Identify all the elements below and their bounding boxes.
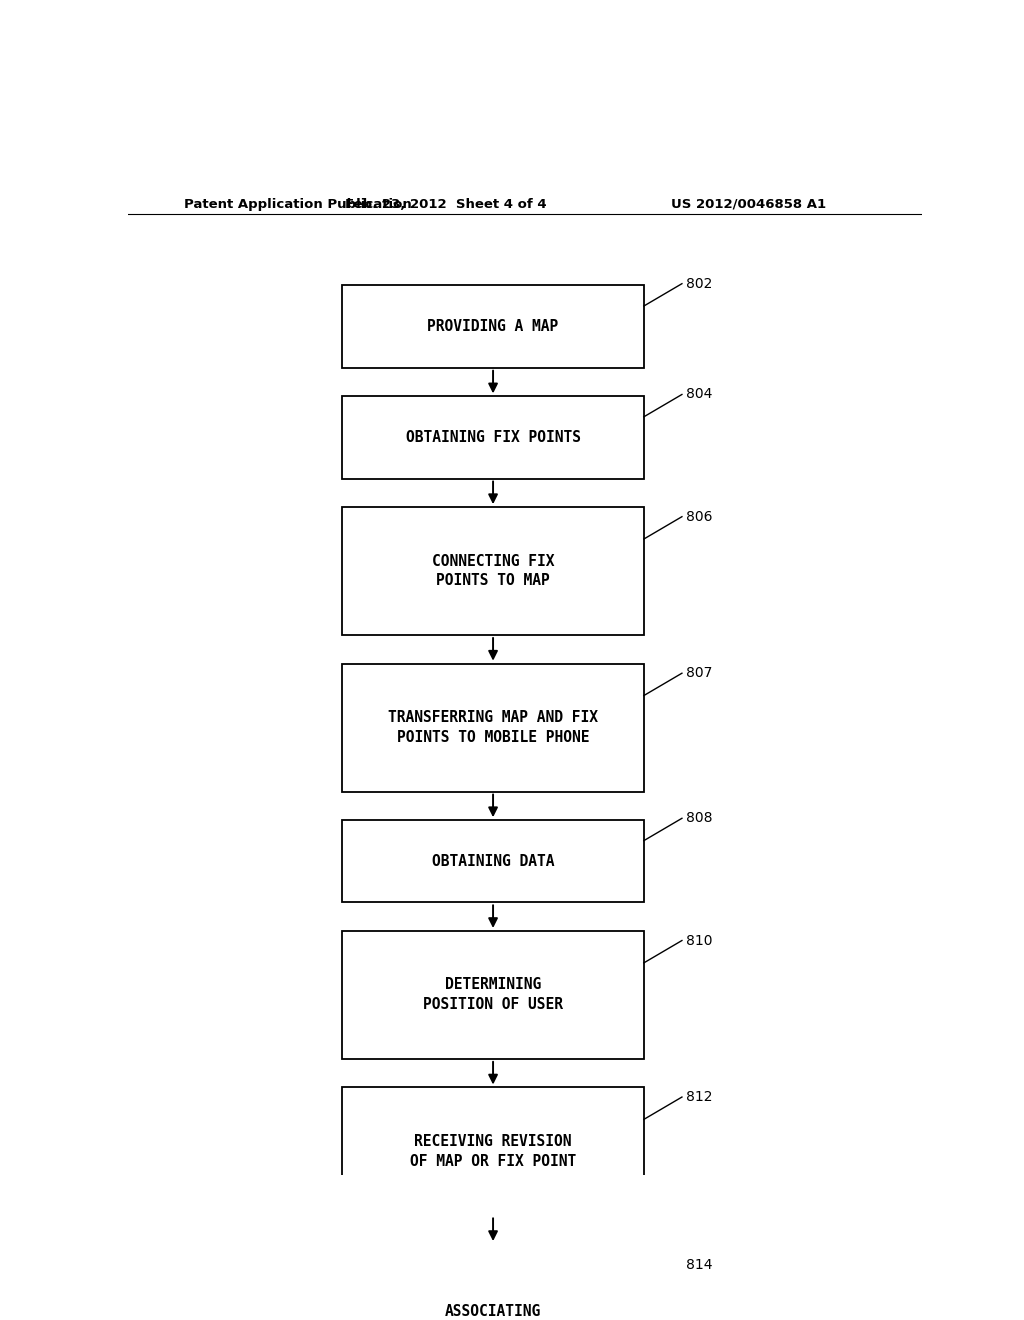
Text: 804: 804 <box>686 388 713 401</box>
Bar <box>342 1243 644 1320</box>
Text: TRANSFERRING MAP AND FIX
POINTS TO MOBILE PHONE: TRANSFERRING MAP AND FIX POINTS TO MOBIL… <box>388 710 598 744</box>
Text: 807: 807 <box>686 667 713 680</box>
Text: CONNECTING FIX
POINTS TO MAP: CONNECTING FIX POINTS TO MAP <box>432 553 554 589</box>
Bar <box>342 664 644 792</box>
Bar <box>342 507 644 635</box>
Text: ASSOCIATING
POSITION OF USER
WITH A FIX POINT: ASSOCIATING POSITION OF USER WITH A FIX … <box>423 1304 563 1320</box>
Text: 810: 810 <box>686 933 713 948</box>
Text: OBTAINING DATA: OBTAINING DATA <box>432 854 554 869</box>
Text: RECEIVING REVISION
OF MAP OR FIX POINT: RECEIVING REVISION OF MAP OR FIX POINT <box>410 1134 577 1168</box>
Text: US 2012/0046858 A1: US 2012/0046858 A1 <box>672 198 826 211</box>
Bar <box>342 820 644 903</box>
Text: Patent Application Publication: Patent Application Publication <box>183 198 412 211</box>
Bar <box>342 396 644 479</box>
Bar <box>342 285 644 368</box>
Text: PROVIDING A MAP: PROVIDING A MAP <box>427 319 559 334</box>
Bar <box>342 1088 644 1216</box>
Text: DETERMINING
POSITION OF USER: DETERMINING POSITION OF USER <box>423 978 563 1012</box>
Bar <box>342 931 644 1059</box>
Text: 812: 812 <box>686 1090 713 1104</box>
Text: 808: 808 <box>686 812 713 825</box>
Text: Feb. 23, 2012  Sheet 4 of 4: Feb. 23, 2012 Sheet 4 of 4 <box>345 198 546 211</box>
Text: 806: 806 <box>686 510 713 524</box>
Text: 814: 814 <box>686 1258 713 1272</box>
Text: OBTAINING FIX POINTS: OBTAINING FIX POINTS <box>406 430 581 445</box>
Text: 802: 802 <box>686 277 713 290</box>
